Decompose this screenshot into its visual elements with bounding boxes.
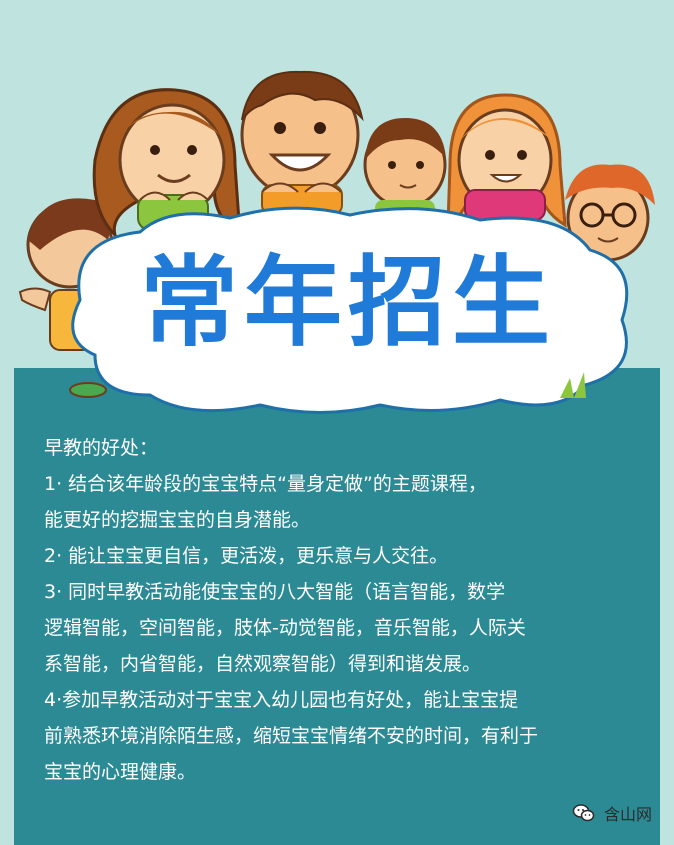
kid-girl-2-icon bbox=[446, 93, 567, 228]
benefit-line: 1· 结合该年龄段的宝宝特点“量身定做”的主题课程， bbox=[44, 473, 487, 495]
kid-girl-1-icon bbox=[92, 88, 242, 240]
kid-glasses-boy-icon bbox=[565, 164, 655, 262]
benefit-line: 宝宝的心理健康。 bbox=[44, 761, 197, 783]
poster-title: 常年招生 bbox=[139, 246, 556, 360]
watermark: 含山网 bbox=[572, 801, 652, 825]
cloud-banner bbox=[71, 206, 629, 414]
benefit-line: 能更好的挖掘宝宝的自身潜能。 bbox=[44, 509, 311, 531]
benefit-line: 2· 能让宝宝更自信，更活泼，更乐意与人交往。 bbox=[44, 545, 449, 567]
benefits-text: 早教的好处： 1· 结合该年龄段的宝宝特点“量身定做”的主题课程， 能更好的挖掘… bbox=[44, 430, 644, 790]
wechat-icon bbox=[572, 804, 595, 822]
benefit-line: 逻辑智能，空间智能，肢体-动觉智能，音乐智能，人际关 bbox=[44, 617, 526, 639]
kid-boy-center-icon bbox=[240, 70, 364, 216]
watermark-label: 含山网 bbox=[603, 805, 652, 824]
benefits-heading: 早教的好处： bbox=[44, 437, 159, 459]
benefit-line: 4·参加早教活动对于宝宝入幼儿园也有好处，能让宝宝提 bbox=[44, 689, 519, 711]
kid-small-boy-icon bbox=[363, 118, 447, 220]
benefit-line: 3· 同时早教活动能使宝宝的八大智能（语言智能，数学 bbox=[44, 581, 506, 603]
info-panel bbox=[14, 368, 660, 845]
benefit-line: 前熟悉环境消除陌生感，缩短宝宝情绪不安的时间，有利于 bbox=[44, 725, 539, 747]
kids-illustration bbox=[18, 70, 655, 414]
benefit-line: 系智能，内省智能，自然观察智能）得到和谐发展。 bbox=[44, 653, 482, 675]
